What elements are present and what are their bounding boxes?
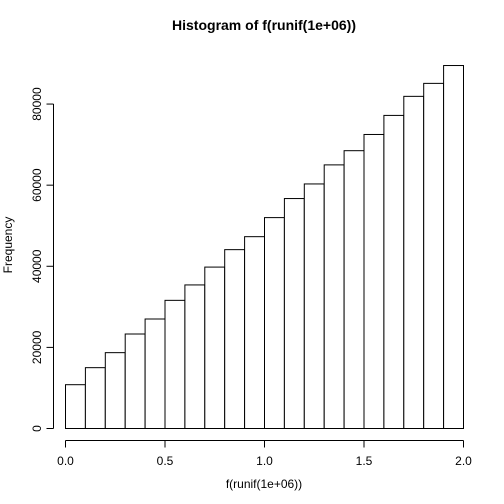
histogram-bar [164,299,186,429]
y-axis-title: Frequency [1,217,15,274]
x-tick-label: 0.5 [157,454,174,468]
histogram-bar [264,217,285,429]
histogram-bar [65,384,86,430]
histogram-bar [283,198,305,429]
histogram-bar [403,95,425,429]
histogram-bar [383,114,405,430]
bars-group [65,65,465,430]
histogram-bar [184,284,206,429]
histogram-bar [144,318,166,429]
y-tick-label: 40000 [30,249,44,283]
x-axis: 0.0 0.5 1.0 1.5 2.0 [57,440,472,468]
x-axis-title: f(runif(1e+06)) [226,477,302,491]
histogram-bar [343,150,365,429]
histogram-bar [303,183,325,429]
x-tick-label: 1.5 [356,454,373,468]
y-tick-label: 60000 [30,168,44,202]
y-tick-label: 20000 [30,330,44,364]
histogram-bar [244,236,266,429]
x-tick-label: 0.0 [57,454,74,468]
x-tick-label: 2.0 [455,454,472,468]
histogram-bar [104,352,126,429]
histogram-bar [363,133,385,429]
y-axis: 0 20000 40000 60000 80000 [30,87,54,432]
chart-title: Histogram of f(runif(1e+06)) [172,17,356,33]
histogram-bar [124,333,146,429]
histogram-bar [443,65,465,430]
x-tick-label: 1.0 [256,454,273,468]
histogram-bar [204,266,226,430]
histogram-bar [224,249,246,429]
y-tick-label: 0 [30,425,44,432]
histogram-bar [423,82,445,429]
y-tick-label: 80000 [30,87,44,121]
histogram-bar [84,367,106,429]
histogram-bar [323,164,345,429]
